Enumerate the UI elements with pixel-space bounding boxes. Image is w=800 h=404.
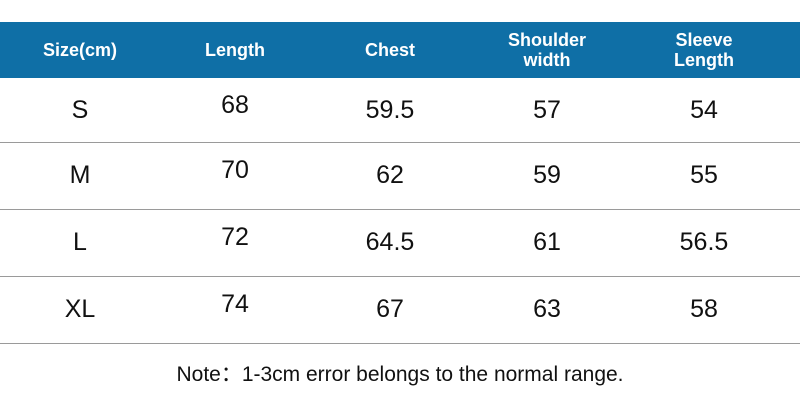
column-header: Sleeve Length bbox=[674, 30, 734, 70]
table-cell: 68 bbox=[221, 90, 249, 119]
column-header: Length bbox=[205, 40, 265, 60]
table-cell: M bbox=[69, 161, 91, 189]
table-cell: 72 bbox=[221, 223, 249, 251]
table-cell: 58 bbox=[690, 295, 718, 323]
row-divider bbox=[0, 343, 800, 344]
column-header: Shoulder width bbox=[507, 30, 586, 70]
table-cell: 59.5 bbox=[365, 95, 415, 124]
table-cell: 67 bbox=[376, 295, 404, 323]
table-cell: 61 bbox=[533, 228, 561, 256]
table-cell: 54 bbox=[690, 95, 718, 124]
header-band bbox=[0, 22, 800, 78]
column-header: Chest bbox=[364, 40, 415, 60]
row-divider bbox=[0, 209, 800, 210]
table-cell: XL bbox=[64, 295, 96, 323]
table-cell: S bbox=[71, 95, 89, 124]
note: Note：1-3cm error belongs to the normal r… bbox=[176, 363, 624, 386]
table-cell: 74 bbox=[221, 290, 249, 318]
table-cell: L bbox=[73, 228, 87, 256]
table-cell: 63 bbox=[533, 295, 561, 323]
table-cell: 59 bbox=[533, 161, 561, 189]
table-cell: 62 bbox=[376, 161, 404, 189]
table-cell: 55 bbox=[690, 161, 718, 189]
table-cell: 56.5 bbox=[679, 228, 729, 256]
column-header: Size(cm) bbox=[42, 40, 118, 60]
table-cell: 57 bbox=[533, 95, 561, 124]
row-divider bbox=[0, 276, 800, 277]
table-cell: 70 bbox=[221, 156, 249, 184]
table-cell: 64.5 bbox=[365, 228, 415, 256]
row-divider bbox=[0, 142, 800, 143]
